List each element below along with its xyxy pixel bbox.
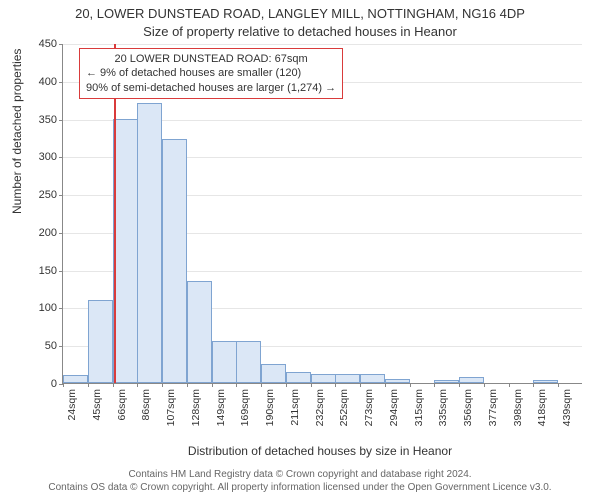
- x-tick-label: 398sqm: [512, 389, 524, 426]
- chart-container: 20, LOWER DUNSTEAD ROAD, LANGLEY MILL, N…: [0, 0, 600, 500]
- y-tick-label: 400: [39, 76, 57, 88]
- y-tick-label: 50: [45, 340, 57, 352]
- x-tick-label: 294sqm: [388, 389, 400, 426]
- x-tick-label: 169sqm: [239, 389, 251, 426]
- x-tick-mark: [558, 383, 559, 387]
- histogram-bar: [286, 372, 311, 383]
- x-tick-mark: [63, 383, 64, 387]
- histogram-bar: [187, 281, 212, 383]
- histogram-bar: [459, 377, 484, 383]
- y-axis-label: Number of detached properties: [10, 49, 24, 214]
- annotation-line: 20 LOWER DUNSTEAD ROAD: 67sqm: [86, 52, 336, 66]
- histogram-bar: [113, 119, 138, 383]
- x-tick-label: 45sqm: [91, 389, 103, 421]
- x-tick-label: 439sqm: [561, 389, 573, 426]
- y-tick-label: 0: [51, 378, 57, 390]
- y-tick-mark: [59, 271, 63, 272]
- annotation-line: ← 9% of detached houses are smaller (120…: [86, 66, 336, 80]
- x-tick-mark: [410, 383, 411, 387]
- histogram-bar: [63, 375, 88, 383]
- x-tick-label: 335sqm: [437, 389, 449, 426]
- annotation-line: 90% of semi-detached houses are larger (…: [86, 81, 336, 95]
- x-tick-label: 273sqm: [363, 389, 375, 426]
- y-tick-mark: [59, 308, 63, 309]
- histogram-bar: [137, 103, 162, 383]
- x-tick-label: 149sqm: [215, 389, 227, 426]
- x-tick-mark: [434, 383, 435, 387]
- histogram-bar: [360, 374, 385, 383]
- histogram-bar: [335, 374, 360, 383]
- x-tick-mark: [509, 383, 510, 387]
- attribution-line-2: Contains OS data © Crown copyright. All …: [0, 481, 600, 494]
- histogram-bar: [236, 341, 261, 383]
- y-tick-label: 450: [39, 38, 57, 50]
- grid-line: [63, 44, 582, 45]
- y-tick-mark: [59, 120, 63, 121]
- x-tick-mark: [311, 383, 312, 387]
- y-tick-mark: [59, 157, 63, 158]
- x-tick-mark: [335, 383, 336, 387]
- x-tick-mark: [236, 383, 237, 387]
- y-tick-mark: [59, 82, 63, 83]
- y-tick-mark: [59, 44, 63, 45]
- x-tick-label: 232sqm: [314, 389, 326, 426]
- page-subtitle: Size of property relative to detached ho…: [0, 24, 600, 40]
- histogram-bar: [261, 364, 286, 383]
- attribution-text: Contains HM Land Registry data © Crown c…: [0, 468, 600, 494]
- x-tick-label: 211sqm: [289, 389, 301, 426]
- histogram-bar: [88, 300, 113, 383]
- x-tick-label: 377sqm: [487, 389, 499, 426]
- page-title: 20, LOWER DUNSTEAD ROAD, LANGLEY MILL, N…: [0, 0, 600, 22]
- attribution-line-1: Contains HM Land Registry data © Crown c…: [0, 468, 600, 481]
- x-tick-mark: [137, 383, 138, 387]
- x-tick-label: 190sqm: [264, 389, 276, 426]
- y-tick-label: 350: [39, 114, 57, 126]
- x-tick-mark: [484, 383, 485, 387]
- x-tick-mark: [360, 383, 361, 387]
- x-tick-label: 356sqm: [462, 389, 474, 426]
- histogram-bar: [162, 139, 187, 383]
- x-tick-mark: [459, 383, 460, 387]
- y-tick-label: 200: [39, 227, 57, 239]
- x-tick-label: 86sqm: [140, 389, 152, 421]
- annotation-box: 20 LOWER DUNSTEAD ROAD: 67sqm← 9% of det…: [79, 48, 343, 99]
- y-tick-label: 100: [39, 302, 57, 314]
- x-tick-mark: [261, 383, 262, 387]
- x-tick-label: 24sqm: [66, 389, 78, 421]
- x-tick-label: 66sqm: [116, 389, 128, 421]
- histogram-bar: [533, 380, 558, 383]
- x-tick-label: 315sqm: [413, 389, 425, 426]
- x-tick-label: 252sqm: [338, 389, 350, 426]
- x-tick-label: 107sqm: [165, 389, 177, 426]
- y-tick-label: 300: [39, 151, 57, 163]
- x-tick-mark: [162, 383, 163, 387]
- histogram-bar: [311, 374, 336, 383]
- y-tick-label: 150: [39, 265, 57, 277]
- y-tick-label: 250: [39, 189, 57, 201]
- x-tick-label: 418sqm: [536, 389, 548, 426]
- y-tick-mark: [59, 233, 63, 234]
- x-tick-mark: [113, 383, 114, 387]
- histogram-bar: [434, 380, 459, 383]
- x-tick-mark: [385, 383, 386, 387]
- x-tick-mark: [88, 383, 89, 387]
- x-tick-mark: [533, 383, 534, 387]
- x-tick-label: 128sqm: [190, 389, 202, 426]
- x-axis-label: Distribution of detached houses by size …: [20, 444, 600, 458]
- histogram-bar: [385, 379, 410, 383]
- histogram-bar: [212, 341, 237, 383]
- y-tick-mark: [59, 195, 63, 196]
- x-tick-mark: [187, 383, 188, 387]
- y-tick-mark: [59, 346, 63, 347]
- chart-plot-area: 05010015020025030035040045024sqm45sqm66s…: [62, 44, 582, 384]
- x-tick-mark: [212, 383, 213, 387]
- x-tick-mark: [286, 383, 287, 387]
